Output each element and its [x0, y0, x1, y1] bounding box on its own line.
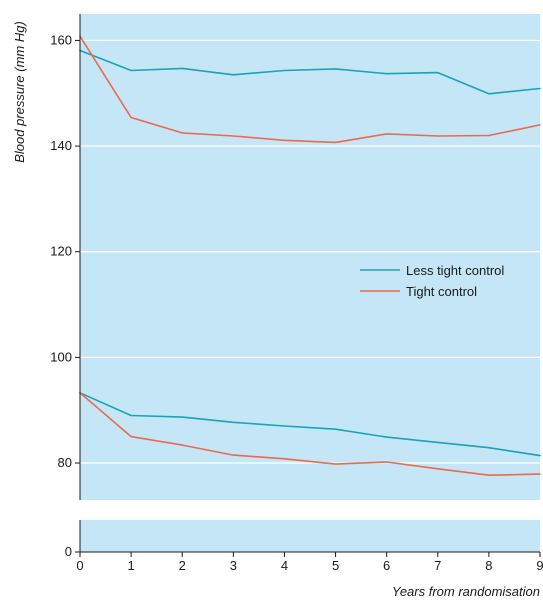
- y-tick-label-80: 80: [58, 455, 72, 470]
- series-tight-control-systolic-line: [79, 35, 541, 144]
- x-tick-label-2: 2: [179, 558, 186, 573]
- x-tick-label-1: 1: [127, 558, 134, 573]
- series-less-tight-control-diastolic-line: [79, 391, 541, 457]
- x-tick-label-5: 5: [332, 558, 339, 573]
- gridlines: [80, 39, 540, 464]
- x-tick-label-6: 6: [383, 558, 390, 573]
- y-tick-label-140: 140: [50, 138, 72, 153]
- x-tick-label-3: 3: [230, 558, 237, 573]
- y-axis-ticks: 0 80 100 120 140 160: [50, 32, 80, 559]
- x-tick-label-0: 0: [76, 558, 83, 573]
- legend-label-1: Tight control: [406, 284, 477, 299]
- legend: Less tight control Tight control: [360, 263, 504, 299]
- series-layer: [79, 35, 541, 477]
- x-axis-title: Years from randomisation: [392, 584, 540, 599]
- plot-background-lower: [80, 520, 540, 552]
- y-tick-label-120: 120: [50, 244, 72, 259]
- y-tick-label-0: 0: [65, 544, 72, 559]
- series-less-tight-control-systolic-line: [79, 49, 541, 95]
- x-axis-ticks: 0 1 2 3 4 5 6 7 8 9: [76, 552, 543, 573]
- plot-background-upper: [80, 14, 540, 500]
- x-tick-label-8: 8: [485, 558, 492, 573]
- y-axis-title: Blood pressure (mm Hg): [12, 21, 27, 163]
- y-tick-label-160: 160: [50, 32, 72, 47]
- x-tick-label-9: 9: [536, 558, 543, 573]
- legend-label-0: Less tight control: [406, 263, 504, 278]
- x-tick-label-7: 7: [434, 558, 441, 573]
- y-tick-label-100: 100: [50, 349, 72, 364]
- x-tick-label-4: 4: [281, 558, 288, 573]
- series-tight-control-diastolic-line: [79, 391, 541, 477]
